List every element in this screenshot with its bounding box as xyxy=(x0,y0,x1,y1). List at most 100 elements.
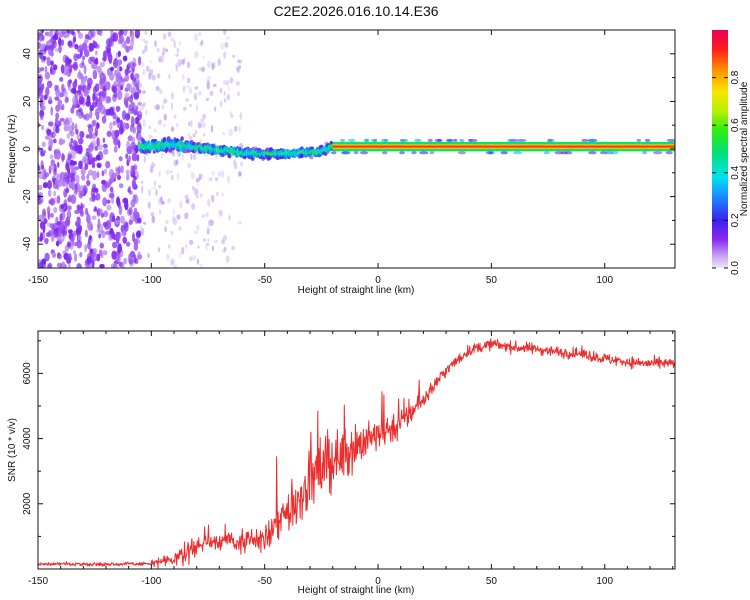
noise-dot xyxy=(123,30,127,37)
noise-dot xyxy=(92,63,98,70)
noise-dot xyxy=(141,185,144,194)
noise-dot xyxy=(197,245,200,249)
noise-dot xyxy=(102,143,108,149)
noise-dot xyxy=(88,152,93,161)
noise-dot xyxy=(117,232,121,242)
noise-dot xyxy=(96,122,100,129)
noise-dot xyxy=(45,86,50,96)
noise-dot xyxy=(209,219,214,226)
noise-dot xyxy=(107,44,111,54)
noise-dot xyxy=(202,133,206,137)
noise-dot xyxy=(168,74,171,80)
noise-dot xyxy=(67,229,73,234)
noise-dot xyxy=(100,61,105,68)
noise-dot xyxy=(67,209,71,218)
noise-dot xyxy=(123,222,129,232)
noise-dot xyxy=(109,186,114,192)
noise-dot xyxy=(59,117,65,122)
x-tick-label: 100 xyxy=(596,275,613,286)
tone-dot xyxy=(149,134,153,139)
noise-dot xyxy=(61,152,65,163)
noise-dot xyxy=(67,79,71,88)
noise-dot xyxy=(133,92,140,100)
tone-dot xyxy=(380,138,389,142)
noise-dot xyxy=(116,117,121,123)
noise-dot xyxy=(86,179,90,187)
noise-dot xyxy=(75,174,80,185)
noise-dot xyxy=(221,248,226,253)
noise-dot xyxy=(44,238,49,244)
noise-dot xyxy=(160,55,165,61)
noise-dot xyxy=(50,67,56,75)
noise-dot xyxy=(231,245,235,251)
noise-dot xyxy=(127,135,133,142)
noise-dot xyxy=(220,100,223,108)
noise-dot xyxy=(144,31,148,35)
noise-dot xyxy=(223,246,227,252)
noise-dot xyxy=(111,129,116,140)
noise-dot xyxy=(65,178,69,189)
noise-dot xyxy=(192,254,197,261)
tone-dot xyxy=(459,138,465,142)
noise-dot xyxy=(65,64,69,72)
noise-dot xyxy=(205,212,209,218)
tone-dot xyxy=(310,146,315,150)
noise-dot xyxy=(58,137,63,146)
noise-dot xyxy=(222,170,225,179)
noise-dot xyxy=(162,47,167,53)
noise-dot xyxy=(196,182,200,187)
noise-dot xyxy=(197,258,199,265)
noise-dot xyxy=(122,236,127,244)
noise-dot xyxy=(106,199,111,204)
noise-dot xyxy=(210,194,215,203)
noise-dot xyxy=(156,47,160,53)
noise-dot xyxy=(86,174,90,180)
tone-dot xyxy=(644,138,651,142)
spectrogram-x-axis-label: Height of straight line (km) xyxy=(298,285,415,296)
tone-dot xyxy=(517,138,527,142)
noise-dot xyxy=(128,253,132,263)
noise-dot xyxy=(94,187,99,194)
noise-dot xyxy=(76,263,82,268)
noise-dot xyxy=(63,171,68,179)
noise-dot xyxy=(67,166,70,175)
x-tick-label: 0 xyxy=(375,275,381,286)
noise-dot xyxy=(124,68,129,76)
noise-dot xyxy=(61,139,66,144)
noise-dot xyxy=(131,115,134,125)
noise-dot xyxy=(128,185,132,195)
noise-dot xyxy=(53,206,58,214)
noise-dot xyxy=(147,201,151,209)
noise-dot xyxy=(156,73,161,79)
noise-dot xyxy=(88,132,93,139)
noise-dot xyxy=(67,263,71,268)
noise-dot xyxy=(83,76,87,84)
tone-dot xyxy=(653,151,663,155)
tone-dot xyxy=(543,151,550,155)
noise-dot xyxy=(76,224,82,231)
noise-dot xyxy=(186,84,190,89)
noise-dot xyxy=(72,37,76,44)
noise-dot xyxy=(38,81,42,91)
noise-dot xyxy=(237,220,242,225)
noise-dot xyxy=(172,152,176,157)
noise-dot xyxy=(144,40,149,44)
noise-dot xyxy=(120,30,124,36)
noise-dot xyxy=(70,30,75,35)
noise-dot xyxy=(49,164,55,171)
noise-dot xyxy=(142,119,146,127)
noise-dot xyxy=(57,30,63,36)
noise-dot xyxy=(60,204,65,210)
tone-dot xyxy=(427,138,433,142)
noise-dot xyxy=(202,113,207,120)
noise-dot xyxy=(59,105,64,111)
noise-dot xyxy=(96,171,100,179)
noise-dot xyxy=(130,38,135,48)
noise-dot xyxy=(192,153,197,161)
noise-dot xyxy=(128,219,133,225)
noise-dot xyxy=(96,92,102,97)
noise-dot xyxy=(206,80,210,85)
noise-dot xyxy=(200,118,205,122)
noise-dot xyxy=(201,213,206,219)
